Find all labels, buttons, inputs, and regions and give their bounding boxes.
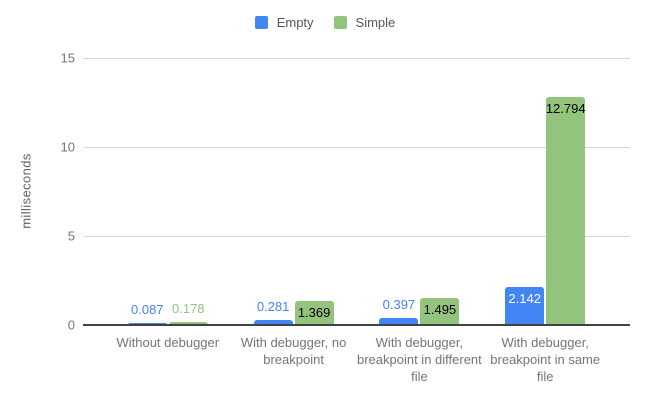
x-axis-label: With debugger, breakpoint in same file — [490, 335, 601, 384]
y-tick-label: 0 — [67, 317, 75, 333]
legend-label-simple: Simple — [355, 15, 396, 30]
bar-value-label: 12.794 — [545, 101, 586, 117]
bar-value-label: 1.495 — [423, 302, 457, 318]
bar-value-label: 0.281 — [256, 299, 290, 314]
bar-simple-1: 0.178 — [168, 301, 208, 325]
gridline — [83, 57, 630, 59]
x-axis-label: With debugger, no breakpoint — [240, 335, 347, 367]
bar-group-2: 0.281 1.369 — [253, 58, 334, 325]
y-tick-label: 5 — [67, 228, 75, 244]
bar-empty-2: 0.281 — [253, 299, 293, 325]
y-axis-tick-labels: 0 5 10 15 — [0, 52, 75, 332]
y-tick-label: 15 — [60, 50, 75, 66]
plot-area: 0.087 0.178 0.281 1.369 0.397 1.495 2.142 12.79… — [83, 57, 630, 326]
x-axis-baseline — [83, 324, 630, 326]
bar-value-label: 2.142 — [508, 290, 541, 306]
legend-item-empty: Empty — [254, 15, 314, 30]
bar-simple-2: 1.369 — [294, 300, 334, 325]
chart-legend: Empty Simple — [0, 15, 650, 30]
bar-simple-4: 12.794 — [545, 97, 586, 325]
legend-swatch-empty-icon — [254, 16, 268, 29]
y-tick-label: 10 — [60, 139, 75, 155]
legend-item-simple: Simple — [333, 15, 396, 30]
bar-value-label: 0.087 — [131, 302, 164, 318]
bar-group-4: 2.142 12.794 — [505, 58, 586, 325]
x-axis-label: With debugger, breakpoint in different f… — [356, 335, 482, 384]
gridline — [83, 146, 630, 148]
bar-group-1: 0.087 0.178 — [127, 58, 208, 325]
bar-value-label: 1.369 — [297, 304, 331, 320]
bar-value-label: 0.397 — [382, 296, 416, 312]
bar-empty-4: 2.142 — [505, 286, 545, 325]
bar-empty-3: 0.397 — [379, 297, 419, 325]
bar-value-label: 0.178 — [172, 300, 205, 316]
legend-swatch-simple-icon — [333, 16, 347, 29]
legend-label-empty: Empty — [276, 15, 314, 30]
bar-simple-3: 1.495 — [420, 298, 460, 325]
bar-group-3: 0.397 1.495 — [379, 58, 460, 325]
x-axis-label: Without debugger — [116, 335, 220, 350]
gridline — [83, 235, 630, 237]
